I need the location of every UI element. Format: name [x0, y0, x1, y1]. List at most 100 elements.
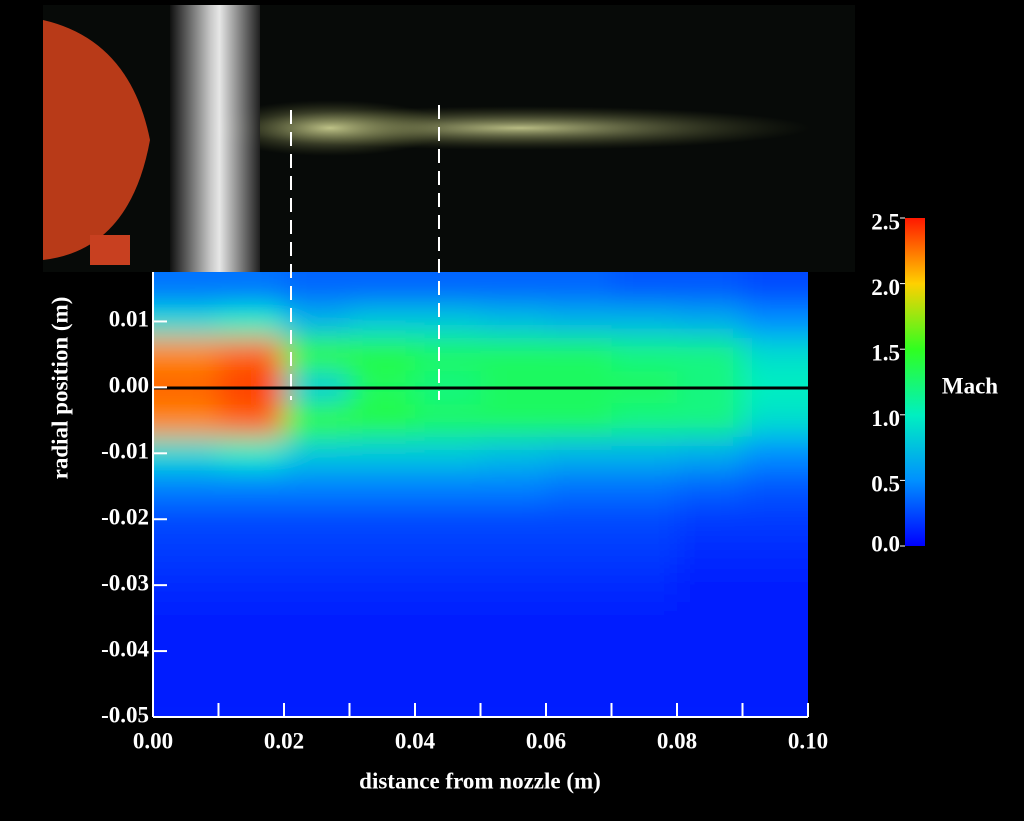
- heatmap-cell: [415, 569, 482, 603]
- photo-nozzle-base: [90, 235, 130, 265]
- heatmap-cell: [415, 437, 482, 471]
- colorbar: [905, 218, 925, 546]
- heatmap-cell: [546, 602, 613, 636]
- heatmap-cell: [219, 536, 286, 570]
- colorbar-tick-label: 1.0: [871, 406, 900, 431]
- y-tick-label: 0.01: [109, 307, 149, 332]
- y-tick-label: -0.02: [101, 505, 149, 530]
- y-tick-label: -0.05: [101, 702, 149, 727]
- heatmap-cell: [546, 569, 613, 603]
- heatmap-cell: [612, 569, 679, 603]
- heatmap-cell: [612, 470, 679, 504]
- y-tick-label: -0.03: [101, 570, 149, 595]
- heatmap-cell: [612, 338, 679, 372]
- heatmap-cell: [677, 536, 744, 570]
- heatmap-cell: [677, 338, 744, 372]
- heatmap-cell: [677, 602, 744, 636]
- heatmap-cell: [284, 305, 351, 339]
- x-tick-label: 0.02: [264, 728, 304, 753]
- heatmap-cell: [415, 305, 482, 339]
- heatmap-cell: [415, 635, 482, 669]
- heatmap-cell: [350, 635, 417, 669]
- heatmap-cell: [415, 404, 482, 438]
- heatmap-cell: [350, 338, 417, 372]
- heatmap-cell: [546, 338, 613, 372]
- heatmap-cell: [677, 404, 744, 438]
- heatmap-cell: [612, 635, 679, 669]
- heatmap-cell: [415, 470, 482, 504]
- heatmap-cell: [481, 305, 548, 339]
- heatmap-cell: [350, 569, 417, 603]
- heatmap-cell: [677, 305, 744, 339]
- heatmap-cell: [284, 536, 351, 570]
- heatmap-cell: [481, 437, 548, 471]
- heatmap-cell: [350, 404, 417, 438]
- heatmap-cell: [546, 470, 613, 504]
- heatmap-cell: [546, 536, 613, 570]
- x-tick-label: 0.06: [526, 728, 566, 753]
- heatmap-cell: [284, 437, 351, 471]
- heatmap-cell: [677, 470, 744, 504]
- heatmap-cell: [350, 470, 417, 504]
- heatmap-cell: [612, 503, 679, 537]
- x-tick-label: 0.08: [657, 728, 697, 753]
- heatmap-cell: [219, 338, 286, 372]
- figure: distance from nozzle (m) radial position…: [0, 0, 1024, 821]
- heatmap-cell: [350, 536, 417, 570]
- plot-area: [88, 239, 875, 734]
- heatmap-cell: [546, 404, 613, 438]
- heatmap-cell: [612, 404, 679, 438]
- heatmap-cell: [284, 470, 351, 504]
- heatmap-cell: [284, 569, 351, 603]
- colorbar-tick-label: 1.5: [871, 340, 900, 365]
- heatmap-cell: [546, 503, 613, 537]
- heatmap-cell: [415, 503, 482, 537]
- y-tick-label: 0.00: [109, 373, 149, 398]
- y-tick-label: -0.04: [101, 636, 149, 661]
- heatmap-cell: [481, 635, 548, 669]
- x-tick-label: 0.10: [788, 728, 828, 753]
- heatmap-cell: [284, 503, 351, 537]
- heatmap-cell: [284, 338, 351, 372]
- x-tick-label: 0.00: [133, 728, 173, 753]
- heatmap-cell: [284, 635, 351, 669]
- heatmap-cell: [219, 503, 286, 537]
- heatmap-cell: [546, 635, 613, 669]
- heatmap: [88, 239, 875, 734]
- heatmap-cell: [415, 536, 482, 570]
- colorbar-label: Mach: [942, 373, 998, 398]
- heatmap-cell: [481, 338, 548, 372]
- colorbar-tick-label: 2.0: [871, 275, 900, 300]
- heatmap-cell: [481, 503, 548, 537]
- heatmap-cell: [284, 404, 351, 438]
- heatmap-cell: [219, 635, 286, 669]
- heatmap-cell: [350, 305, 417, 339]
- heatmap-cell: [481, 602, 548, 636]
- heatmap-cell: [546, 437, 613, 471]
- x-tick-label: 0.04: [395, 728, 436, 753]
- heatmap-cell: [350, 602, 417, 636]
- heatmap-cell: [546, 305, 613, 339]
- colorbar-tick-label: 0.5: [871, 472, 900, 497]
- heatmap-cell: [677, 437, 744, 471]
- heatmap-cell: [481, 536, 548, 570]
- heatmap-cell: [677, 569, 744, 603]
- heatmap-cell: [284, 602, 351, 636]
- heatmap-cell: [350, 437, 417, 471]
- x-axis-label: distance from nozzle (m): [359, 768, 601, 793]
- heatmap-cell: [219, 569, 286, 603]
- heatmap-cell: [612, 602, 679, 636]
- heatmap-cell: [481, 404, 548, 438]
- heatmap-cell: [219, 602, 286, 636]
- heatmap-cell: [677, 635, 744, 669]
- colorbar-tick-label: 0.0: [871, 531, 900, 556]
- heatmap-cell: [677, 503, 744, 537]
- heatmap-cell: [481, 569, 548, 603]
- heatmap-cell: [219, 305, 286, 339]
- y-tick-label: -0.01: [101, 439, 149, 464]
- heatmap-cell: [612, 437, 679, 471]
- y-axis-label: radial position (m): [47, 297, 72, 480]
- colorbar-tick-label: 2.5: [871, 209, 900, 234]
- heatmap-cell: [219, 404, 286, 438]
- heatmap-cell: [219, 470, 286, 504]
